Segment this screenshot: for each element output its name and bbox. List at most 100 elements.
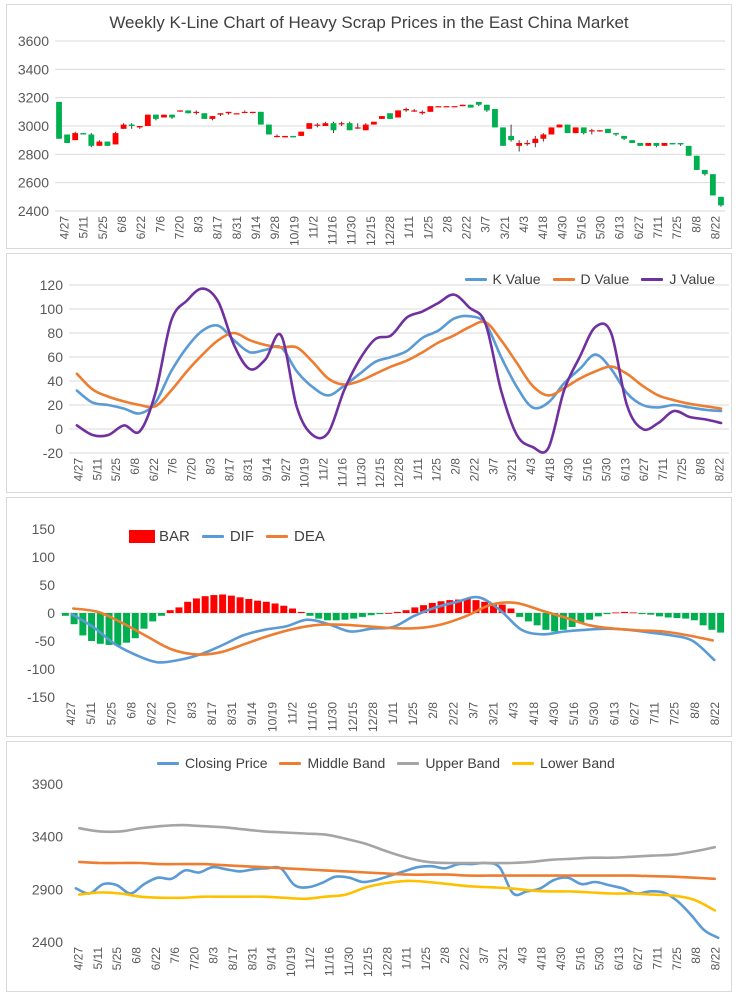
legend-swatch-d — [552, 277, 575, 281]
boll-y-tick-label: 2900 — [32, 881, 63, 897]
macd-bar — [175, 607, 183, 613]
macd-bar — [551, 613, 559, 632]
boll-x-tick-label: 8/17 — [226, 947, 240, 971]
macd-bar — [498, 604, 506, 613]
macd-bar — [262, 601, 270, 613]
candle-body — [64, 134, 71, 143]
macd-bar — [376, 613, 384, 615]
candle-body — [451, 106, 458, 108]
kline-x-tick-label: 7/25 — [670, 216, 684, 240]
legend-label-dea: DEA — [294, 528, 325, 545]
candle-body — [701, 169, 708, 175]
macd-bar — [446, 600, 454, 613]
candle-body — [709, 174, 716, 196]
candle-body — [338, 123, 345, 125]
candle-body — [370, 121, 377, 125]
kdj-x-tick-label: 8/8 — [694, 458, 708, 475]
macd-bar — [271, 603, 279, 613]
macd-series-line-1 — [72, 601, 714, 656]
candle-body — [266, 124, 272, 135]
kline-x-tick-label: 7/20 — [172, 216, 186, 240]
kdj-x-tick-label: 8/3 — [203, 458, 217, 475]
kline-x-tick-label: 6/27 — [632, 216, 646, 240]
candle-body — [282, 135, 288, 138]
macd-bar — [699, 613, 707, 626]
kdj-x-tick-label: 7/25 — [675, 458, 689, 482]
kline-y-tick-label: 2400 — [18, 203, 49, 219]
legend-swatch-close — [157, 761, 179, 765]
macd-bar — [341, 613, 349, 620]
macd-x-tick-label: 5/30 — [587, 702, 601, 726]
kdj-y-tick-label: 20 — [47, 397, 63, 413]
macd-x-tick-label: 6/13 — [607, 702, 621, 726]
macd-bar — [149, 613, 157, 622]
macd-bar — [586, 613, 594, 620]
kline-x-tick-label: 10/19 — [287, 216, 301, 246]
legend-swatch-dea — [266, 535, 289, 538]
boll-series-line-1 — [78, 860, 717, 881]
candle-body — [104, 141, 111, 146]
candle-body — [249, 111, 256, 114]
macd-bar — [385, 613, 393, 614]
kline-y-tick-label: 3600 — [18, 33, 49, 49]
kdj-series-line-2 — [75, 287, 723, 454]
macd-x-tick-label: 5/11 — [84, 702, 98, 725]
macd-x-tick-label: 7/20 — [165, 702, 179, 726]
kline-x-tick-label: 1/25 — [421, 216, 435, 240]
macd-bar — [603, 613, 611, 615]
candle-body — [516, 143, 523, 146]
candle-body — [306, 123, 313, 129]
candle-body — [225, 111, 232, 114]
macd-bar — [690, 613, 698, 621]
legend-label-k: K Value — [492, 271, 541, 287]
candle-body — [177, 110, 184, 112]
macd-y-tick-label: 0 — [47, 605, 55, 621]
macd-x-tick-label: 4/3 — [507, 702, 521, 719]
legend-swatch-upper — [397, 761, 420, 765]
candle-body — [572, 127, 579, 134]
macd-bar — [612, 612, 620, 614]
kline-x-tick-label: 12/15 — [364, 216, 378, 246]
boll-series-line-3 — [78, 879, 717, 912]
macd-y-tick-label: -150 — [27, 689, 55, 705]
macd-x-tick-label: 6/27 — [627, 702, 641, 726]
kline-x-tick-label: 11/30 — [345, 216, 359, 245]
kline-y-tick-label: 2600 — [18, 175, 49, 191]
kdj-y-tick-label: 0 — [55, 421, 63, 437]
macd-bar — [61, 613, 69, 616]
kdj-x-tick-label: 7/6 — [166, 458, 180, 475]
candle-body — [443, 106, 450, 108]
boll-x-tick-label: 12/15 — [361, 947, 375, 977]
kline-x-tick-label: 6/8 — [115, 216, 129, 233]
macd-bar — [524, 613, 532, 622]
macd-x-tick-label: 9/14 — [245, 702, 259, 726]
kdj-x-tick-label: 8/31 — [241, 458, 255, 482]
kline-x-tick-label: 4/30 — [555, 216, 569, 240]
boll-x-tick-label: 9/14 — [265, 947, 279, 971]
candle-body — [217, 113, 224, 115]
candle-body — [314, 124, 321, 126]
macd-bar — [708, 613, 716, 630]
boll-x-tick-label: 5/30 — [593, 947, 607, 971]
macd-bar — [489, 603, 497, 613]
candle-body — [653, 143, 660, 146]
kdj-x-tick-label: 4/3 — [524, 458, 538, 475]
macd-x-tick-label: 6/22 — [145, 702, 159, 726]
boll-x-tick-label: 7/6 — [168, 947, 182, 964]
legend-swatch-middle — [279, 761, 302, 765]
macd-bar — [673, 613, 681, 619]
boll-x-tick-label: 7/11 — [650, 947, 664, 970]
legend-label-middle: Middle Band — [307, 755, 386, 771]
candle-body — [669, 143, 676, 145]
macd-bar — [655, 613, 663, 617]
candle-body — [322, 123, 329, 126]
candle-body — [169, 114, 175, 118]
macd-x-tick-label: 5/16 — [567, 702, 581, 726]
macd-bar — [402, 610, 410, 613]
candle-body — [56, 101, 62, 139]
candle-body — [613, 133, 619, 135]
macd-bar — [227, 595, 235, 613]
macd-bar — [123, 613, 131, 643]
boll-x-tick-label: 6/27 — [631, 947, 645, 971]
boll-y-tick-label: 3900 — [32, 776, 63, 792]
